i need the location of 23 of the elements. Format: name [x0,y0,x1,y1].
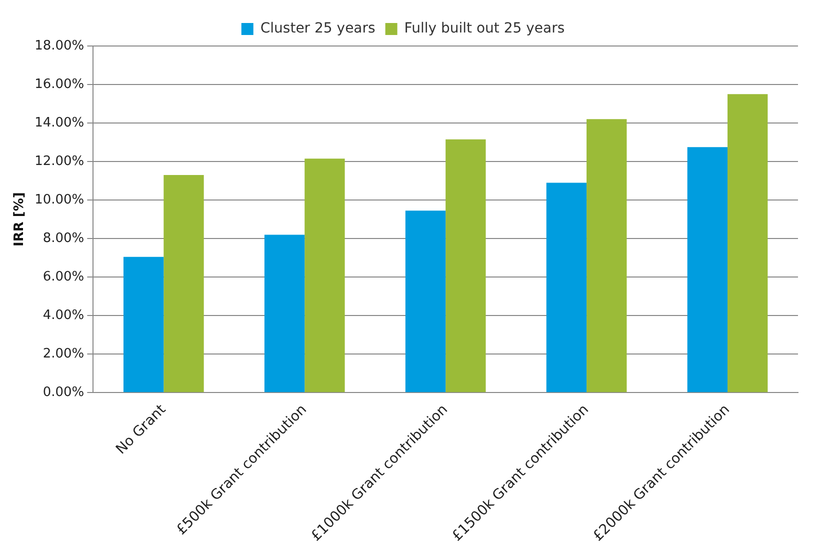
y-tick-label: 6.00% [42,269,84,284]
bar [123,256,164,392]
y-tick-label: 0.00% [42,385,84,400]
y-tick-label: 10.00% [34,192,84,208]
bar [687,147,728,392]
y-tick-label: 16.00% [34,76,84,92]
bar [304,158,345,392]
bar [405,210,446,392]
bar [728,94,768,392]
bar [264,234,305,392]
y-axis-title: IRR [%] [12,192,28,246]
y-tick-label: 2.00% [42,346,84,362]
bar [446,139,486,392]
bar [164,175,204,392]
bar [586,119,627,392]
y-tick-label: 4.00% [42,308,84,323]
bar [546,182,587,392]
y-tick-label: 14.00% [34,115,84,130]
legend-label: Fully built out 25 years [404,20,565,37]
y-tick-label: 8.00% [42,230,84,246]
legend-label: Cluster 25 years [260,20,376,37]
y-tick-label: 18.00% [34,38,84,54]
y-tick-label: 12.00% [34,154,84,169]
